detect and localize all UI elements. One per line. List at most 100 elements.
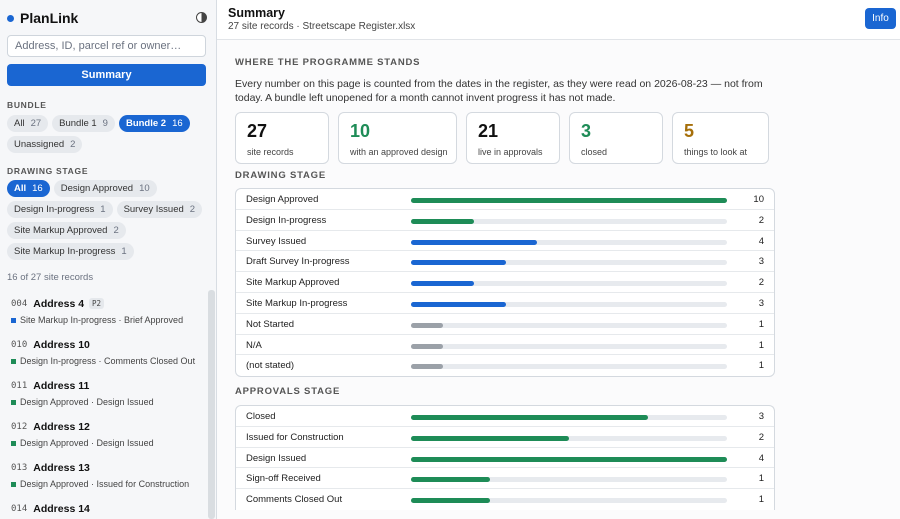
list-item-header: 011 Address 11 — [11, 378, 207, 393]
list-item[interactable]: 010 Address 10 Design In-progress · Commen… — [0, 334, 207, 375]
bar-label: Design Approved — [246, 194, 319, 205]
list-item-header: 014 Address 14 — [11, 501, 207, 516]
bar-row: (not stated) 1 — [236, 355, 774, 376]
bar-row: Comments Closed Out 1 — [236, 489, 774, 510]
drawing-stage-chip-label: Survey Issued — [123, 204, 184, 215]
record-id: 004 — [11, 298, 28, 309]
bar-track — [411, 260, 727, 266]
header: Summary 27 site records · Streetscape Re… — [217, 0, 900, 40]
bar-track — [411, 301, 727, 307]
record-id: 010 — [11, 339, 28, 350]
list-item-header: 012 Address 12 — [11, 419, 207, 434]
bundle-chip-label: Bundle 2 — [125, 118, 167, 129]
bar-label: Site Markup Approved — [246, 277, 340, 289]
overview-section-label: WHERE THE PROGRAMME STANDS — [235, 57, 421, 68]
bar-track — [411, 322, 727, 328]
bar-track — [411, 498, 727, 504]
bar-track — [411, 435, 727, 441]
drawing-stage-chip-count: 16 — [32, 183, 43, 194]
list-item[interactable]: 013 Address 13 Design Approved · Issued fo… — [0, 457, 207, 498]
bar-row: Issued for Construction 2 — [236, 427, 774, 448]
bundle-chip-label: Bundle 1 — [59, 118, 97, 129]
bar-value: 2 — [758, 431, 764, 443]
bar-label: Survey Issued — [246, 235, 307, 247]
stat-value: 10 — [350, 121, 371, 141]
summary-button[interactable]: Summary — [7, 64, 206, 86]
theme-toggle-icon[interactable] — [196, 12, 207, 23]
drawing-stage-chip[interactable]: All 16 — [7, 180, 50, 197]
list-item-header: 010 Address 10 — [11, 337, 207, 352]
bundle-chip[interactable]: Bundle 1 9 — [52, 115, 115, 132]
stat-card: 21 live in approvals — [466, 112, 560, 164]
stat-label: live in approvals — [478, 147, 543, 157]
info-button[interactable]: Info — [865, 8, 896, 29]
drawing-stage-chip[interactable]: Design In-progress 1 — [7, 201, 113, 218]
search-input[interactable] — [7, 35, 206, 57]
record-status: Design Approved · Design Issued — [11, 396, 207, 408]
drawing-stage-chip-label: Site Markup In-progress — [14, 246, 116, 257]
page-title: Summary — [228, 6, 285, 20]
bar-track — [411, 415, 727, 420]
drawing-stage-chip-label: Design Approved — [60, 183, 134, 194]
stat-cards: 27 site records 10 with an approved design 2… — [235, 112, 769, 164]
list-item[interactable]: 004 Address 4 P2 Site Markup In-progress · … — [0, 293, 207, 334]
bar-value: 1 — [758, 318, 764, 330]
stat-label: with an approved design — [350, 147, 448, 157]
bar-value: 1 — [758, 473, 764, 485]
drawing-stage-chip-label: Site Markup Approved — [14, 225, 108, 236]
status-square-icon — [11, 440, 16, 446]
record-address: Address 10 — [33, 338, 90, 351]
drawing-stage-chip[interactable]: Site Markup Approved 2 — [7, 222, 126, 239]
drawing-stage-chip[interactable]: Design Approved 10 — [53, 180, 157, 197]
drawing-stage-chip-label: Design In-progress — [14, 204, 95, 215]
bar-track — [411, 343, 727, 349]
bar-track — [411, 198, 727, 203]
bar-value: 1 — [758, 494, 764, 506]
bar-row: N/A 1 — [236, 335, 774, 356]
approvals-stage-panel: Closed 3 Issued for Construction 2 Design Is… — [235, 405, 775, 510]
record-list: 004 Address 4 P2 Site Markup In-progress · … — [0, 293, 207, 519]
bar-row: Closed 3 — [236, 406, 774, 427]
bar-value: 3 — [758, 256, 764, 268]
bundle-chip[interactable]: Unassigned 2 — [7, 136, 83, 153]
bar-value: 3 — [758, 297, 764, 309]
bar-label: Site Markup In-progress — [246, 297, 348, 309]
brand-dot-icon — [7, 14, 14, 22]
stat-value: 21 — [478, 121, 499, 141]
drawing-stage-chip[interactable]: Survey Issued 2 — [116, 201, 203, 218]
record-status-text: Design Approved · Design Issued — [20, 438, 154, 448]
bar-value: 1 — [758, 339, 764, 351]
record-id: 014 — [11, 503, 28, 514]
bundle-chip-count: 27 — [30, 118, 42, 129]
stat-label: site records — [247, 147, 294, 157]
record-id: 011 — [11, 380, 28, 391]
bar-value: 1 — [758, 360, 764, 372]
bar-value: 2 — [758, 277, 764, 289]
record-address: Address 11 — [33, 379, 90, 392]
list-item-header: 013 Address 13 — [11, 460, 207, 475]
list-item[interactable]: 012 Address 12 Design Approved · Design Is… — [0, 416, 207, 457]
sidebar-scrollbar[interactable] — [208, 290, 215, 519]
bar-value: 4 — [758, 452, 764, 464]
bar-value: 3 — [758, 411, 764, 422]
bar-label: Design Issued — [246, 452, 307, 464]
list-item[interactable]: 011 Address 11 Design Approved · Design Is… — [0, 375, 207, 416]
bundle-chip[interactable]: Bundle 2 16 — [118, 115, 190, 132]
stat-label: closed — [581, 147, 608, 157]
drawing-stage-chip[interactable]: Site Markup In-progress 1 — [7, 243, 134, 260]
bar-row: Design Approved 10 — [236, 189, 774, 210]
bundle-chip[interactable]: All 27 — [7, 115, 49, 132]
stat-label: things to look at — [684, 147, 748, 157]
bar-fill — [411, 456, 727, 462]
bar-label: Comments Closed Out — [246, 494, 343, 506]
record-status-text: Design In-progress · Comments Closed Out — [20, 356, 196, 366]
bundle-chip-label: All — [14, 118, 25, 129]
bar-track — [411, 218, 727, 224]
drawing-stage-chip-label: All — [14, 183, 27, 194]
bar-row: Design In-progress 2 — [236, 210, 774, 231]
bar-label: Draft Survey In-progress — [246, 256, 350, 268]
bar-row: Survey Issued 4 — [236, 231, 774, 252]
approvals-stage-label: APPROVALS STAGE — [235, 386, 341, 397]
bundle-chip-count: 9 — [102, 118, 108, 129]
